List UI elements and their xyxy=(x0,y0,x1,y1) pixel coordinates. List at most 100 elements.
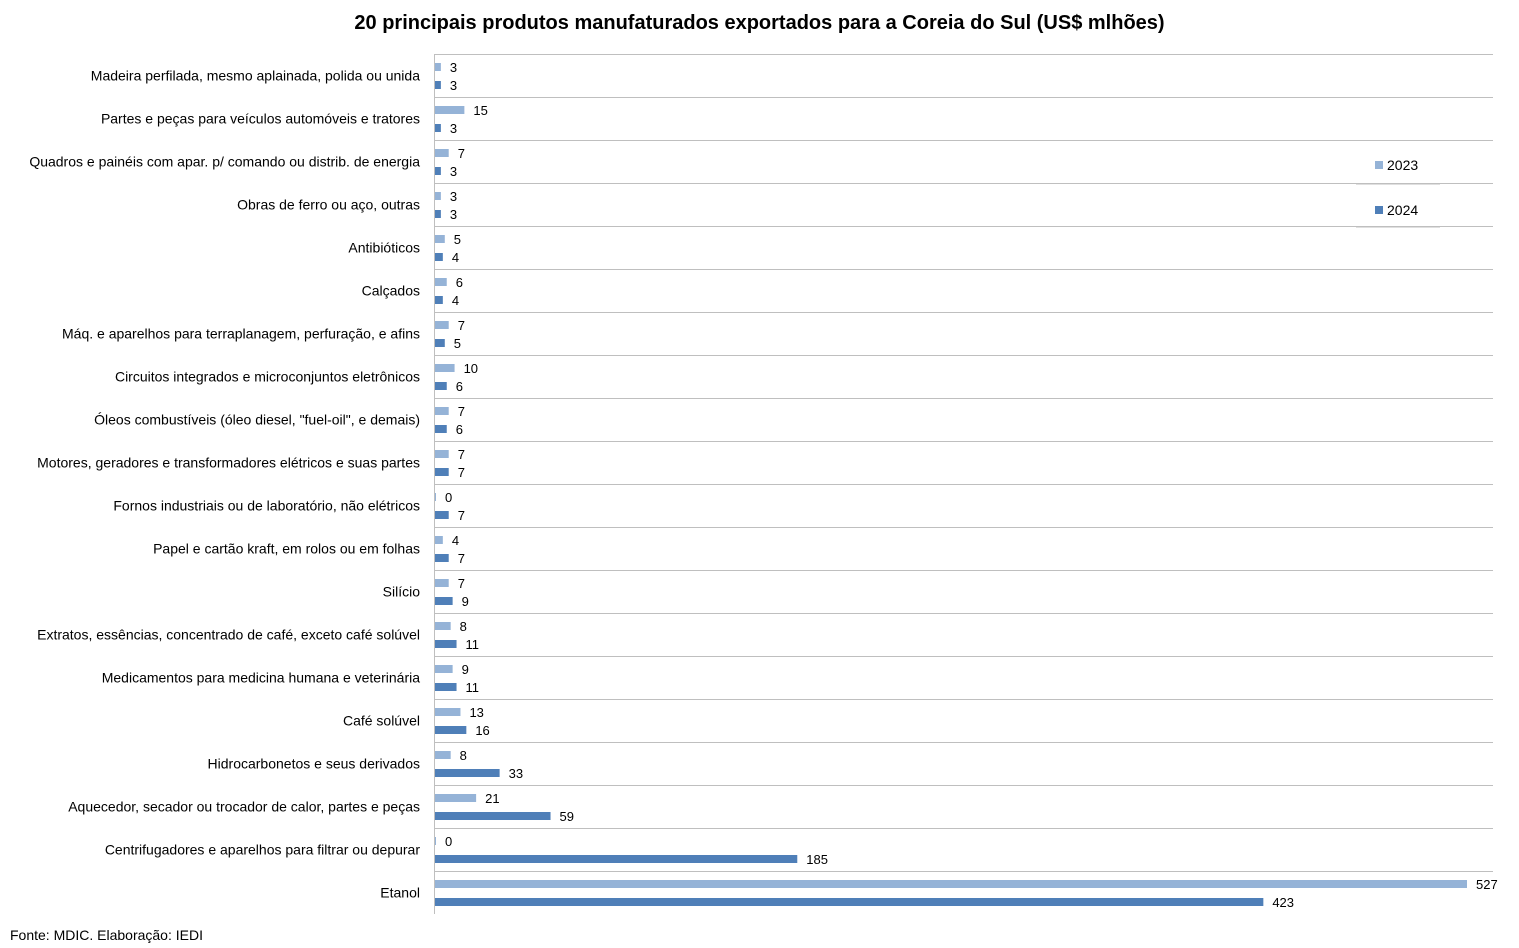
bar-2023 xyxy=(435,837,436,845)
value-label-2024: 33 xyxy=(509,766,523,781)
category-label: Aquecedor, secador ou trocador de calor,… xyxy=(68,799,420,815)
bar-2024 xyxy=(435,640,457,648)
value-label-2024: 185 xyxy=(806,852,828,867)
bar-2024 xyxy=(435,167,441,175)
value-label-2024: 3 xyxy=(450,164,457,179)
bar-2024 xyxy=(435,253,443,261)
category-label: Centrifugadores e aparelhos para filtrar… xyxy=(105,842,421,858)
bar-2024 xyxy=(435,425,447,433)
legend-swatch-2023 xyxy=(1375,161,1383,169)
bar-2024 xyxy=(435,382,447,390)
value-label-2023: 7 xyxy=(458,318,465,333)
bar-2023 xyxy=(435,622,451,630)
bar-2023 xyxy=(435,665,453,673)
bar-2024 xyxy=(435,855,798,863)
category-label: Madeira perfilada, mesmo aplainada, poli… xyxy=(91,68,420,84)
value-label-2023: 15 xyxy=(473,103,487,118)
bar-2023 xyxy=(435,407,449,415)
legend: 2023 2024 xyxy=(1356,157,1440,228)
category-label: Silício xyxy=(383,584,421,600)
category-label: Medicamentos para medicina humana e vete… xyxy=(102,670,420,686)
value-label-2023: 8 xyxy=(460,619,467,634)
value-label-2023: 8 xyxy=(460,748,467,763)
value-label-2024: 5 xyxy=(454,336,461,351)
value-label-2024: 16 xyxy=(475,723,489,738)
chart-title: 20 principais produtos manufaturados exp… xyxy=(354,12,1165,34)
value-label-2023: 0 xyxy=(445,834,452,849)
category-label: Quadros e painéis com apar. p/ comando o… xyxy=(29,154,420,170)
category-label: Café solúvel xyxy=(343,713,420,729)
category-label: Óleos combustíveis (óleo diesel, "fuel-o… xyxy=(94,412,420,428)
bar-2023 xyxy=(435,579,449,587)
value-label-2024: 7 xyxy=(458,508,465,523)
bars xyxy=(435,63,1467,906)
row-separators xyxy=(434,54,1493,872)
category-label: Motores, geradores e transformadores elé… xyxy=(37,455,420,471)
value-label-2023: 3 xyxy=(450,60,457,75)
value-label-2024: 3 xyxy=(450,207,457,222)
value-label-2024: 11 xyxy=(466,680,480,695)
category-label: Antibióticos xyxy=(348,240,420,256)
value-label-2023: 0 xyxy=(445,490,452,505)
legend-label-2023: 2023 xyxy=(1387,157,1418,173)
bar-2023 xyxy=(435,63,441,71)
category-label: Partes e peças para veículos automóveis … xyxy=(101,111,420,127)
value-labels: 3315373335464751067677074779811911131683… xyxy=(445,60,1498,910)
category-label: Extratos, essências, concentrado de café… xyxy=(37,627,420,643)
value-label-2023: 9 xyxy=(462,662,469,677)
value-label-2023: 21 xyxy=(485,791,499,806)
value-label-2024: 7 xyxy=(458,465,465,480)
bar-2024 xyxy=(435,597,453,605)
bar-2024 xyxy=(435,812,551,820)
bar-2024 xyxy=(435,726,467,734)
bar-2023 xyxy=(435,450,449,458)
bar-2023 xyxy=(435,192,441,200)
bar-2023 xyxy=(435,106,465,114)
value-label-2024: 4 xyxy=(452,250,459,265)
bar-2023 xyxy=(435,235,445,243)
value-label-2024: 6 xyxy=(456,379,463,394)
bar-2024 xyxy=(435,210,441,218)
value-label-2024: 3 xyxy=(450,121,457,136)
bar-2023 xyxy=(435,493,436,501)
category-label: Máq. e aparelhos para terraplanagem, per… xyxy=(62,326,420,342)
bar-2024 xyxy=(435,898,1264,906)
legend-swatch-2024 xyxy=(1375,206,1383,214)
value-label-2023: 10 xyxy=(464,361,478,376)
bar-2023 xyxy=(435,880,1467,888)
bar-2024 xyxy=(435,339,445,347)
value-label-2024: 59 xyxy=(560,809,574,824)
value-label-2024: 7 xyxy=(458,551,465,566)
bar-2024 xyxy=(435,511,449,519)
bar-2023 xyxy=(435,751,451,759)
value-label-2023: 4 xyxy=(452,533,459,548)
bar-2023 xyxy=(435,536,443,544)
bar-2023 xyxy=(435,364,455,372)
category-label: Calçados xyxy=(362,283,420,299)
source-note: Fonte: MDIC. Elaboração: IEDI xyxy=(10,927,203,943)
legend-label-2024: 2024 xyxy=(1387,202,1418,218)
bar-2024 xyxy=(435,554,449,562)
bar-2024 xyxy=(435,468,449,476)
value-label-2024: 9 xyxy=(462,594,469,609)
value-label-2023: 5 xyxy=(454,232,461,247)
bar-2023 xyxy=(435,708,461,716)
value-label-2024: 4 xyxy=(452,293,459,308)
value-label-2023: 3 xyxy=(450,189,457,204)
bar-2024 xyxy=(435,683,457,691)
value-label-2024: 6 xyxy=(456,422,463,437)
bar-2024 xyxy=(435,769,500,777)
category-label: Obras de ferro ou aço, outras xyxy=(237,197,420,213)
value-label-2023: 7 xyxy=(458,447,465,462)
value-label-2024: 423 xyxy=(1272,895,1294,910)
bar-2024 xyxy=(435,81,441,89)
category-label: Papel e cartão kraft, em rolos ou em fol… xyxy=(153,541,420,557)
category-label: Circuitos integrados e microconjuntos el… xyxy=(115,369,420,385)
bar-2023 xyxy=(435,278,447,286)
bar-2024 xyxy=(435,296,443,304)
category-label: Hidrocarbonetos e seus derivados xyxy=(208,756,420,772)
category-label: Fornos industriais ou de laboratório, nã… xyxy=(113,498,420,514)
value-label-2023: 7 xyxy=(458,404,465,419)
value-label-2023: 7 xyxy=(458,146,465,161)
